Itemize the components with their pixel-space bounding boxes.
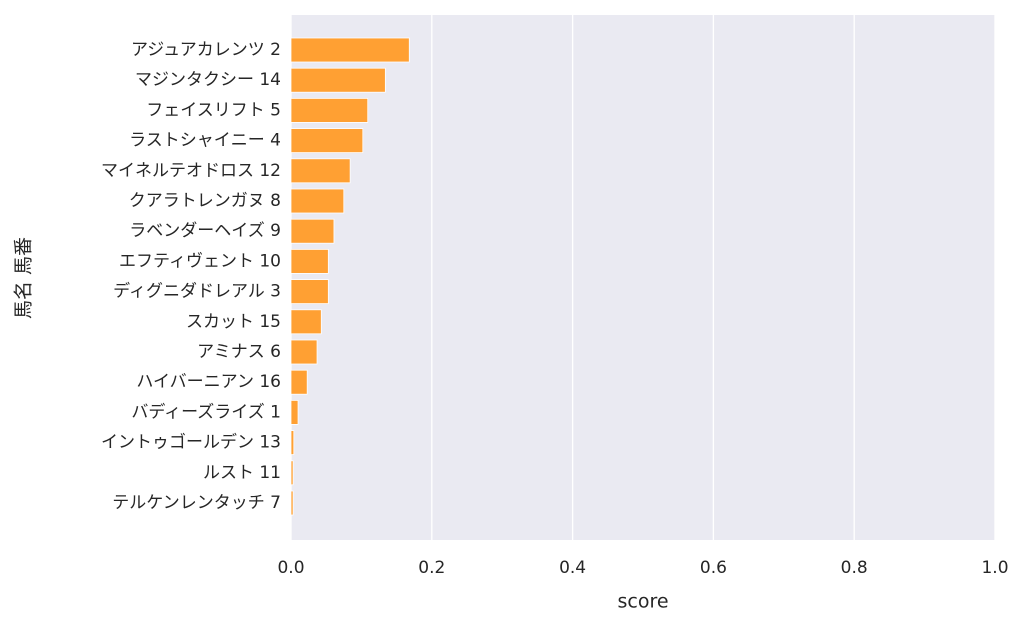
y-tick-label: ハイバーニアン 16 xyxy=(136,372,281,392)
y-tick-label: ラストシャイニー 4 xyxy=(129,131,281,151)
y-tick-label: アジュアカレンツ 2 xyxy=(131,40,281,60)
plot-area xyxy=(291,15,995,540)
bar xyxy=(290,430,295,456)
bar xyxy=(290,399,299,425)
bar xyxy=(290,128,364,154)
y-tick-label: エフティヴェント 10 xyxy=(119,251,281,271)
y-tick-label: フェイスリフト 5 xyxy=(146,100,281,120)
y-tick-label: スカット 15 xyxy=(186,312,281,332)
y-tick-label: バディーズライズ 1 xyxy=(131,401,281,422)
x-tick-label: 0.4 xyxy=(559,558,586,578)
bar xyxy=(290,188,345,214)
x-tick-label: 0.6 xyxy=(700,558,727,578)
x-tick-label: 0.2 xyxy=(418,558,445,578)
y-tick-label: テルケンレンタッチ 7 xyxy=(112,493,281,513)
y-tick-label: ディグニダドレアル 3 xyxy=(113,281,281,302)
y-tick-label: マイネルテオドロス 12 xyxy=(101,161,281,181)
x-tick-label: 1.0 xyxy=(981,558,1008,578)
bar xyxy=(290,158,351,184)
x-tick-label: 0.0 xyxy=(277,558,304,578)
bar xyxy=(290,218,335,244)
y-tick-label: イントゥゴールデン 13 xyxy=(101,432,281,453)
bar xyxy=(290,339,318,365)
bar xyxy=(290,279,329,305)
y-axis-label: 馬名 馬番 xyxy=(13,237,35,319)
bar xyxy=(290,309,322,335)
bar xyxy=(290,98,369,123)
y-tick-label: ラベンダーヘイズ 9 xyxy=(129,221,281,241)
y-tick-label: クアラトレンガヌ 8 xyxy=(129,191,281,211)
bar xyxy=(290,369,308,395)
y-tick-label: ルスト 11 xyxy=(203,463,281,483)
bar xyxy=(290,460,294,486)
x-axis-label: score xyxy=(617,591,668,613)
y-tick-label: マジンタクシー 14 xyxy=(135,70,281,90)
bar xyxy=(290,37,410,63)
x-tick-label: 0.8 xyxy=(841,558,868,578)
bar xyxy=(290,67,386,93)
bar xyxy=(290,248,329,274)
bar xyxy=(290,490,294,516)
y-tick-label: アミナス 6 xyxy=(197,342,281,362)
